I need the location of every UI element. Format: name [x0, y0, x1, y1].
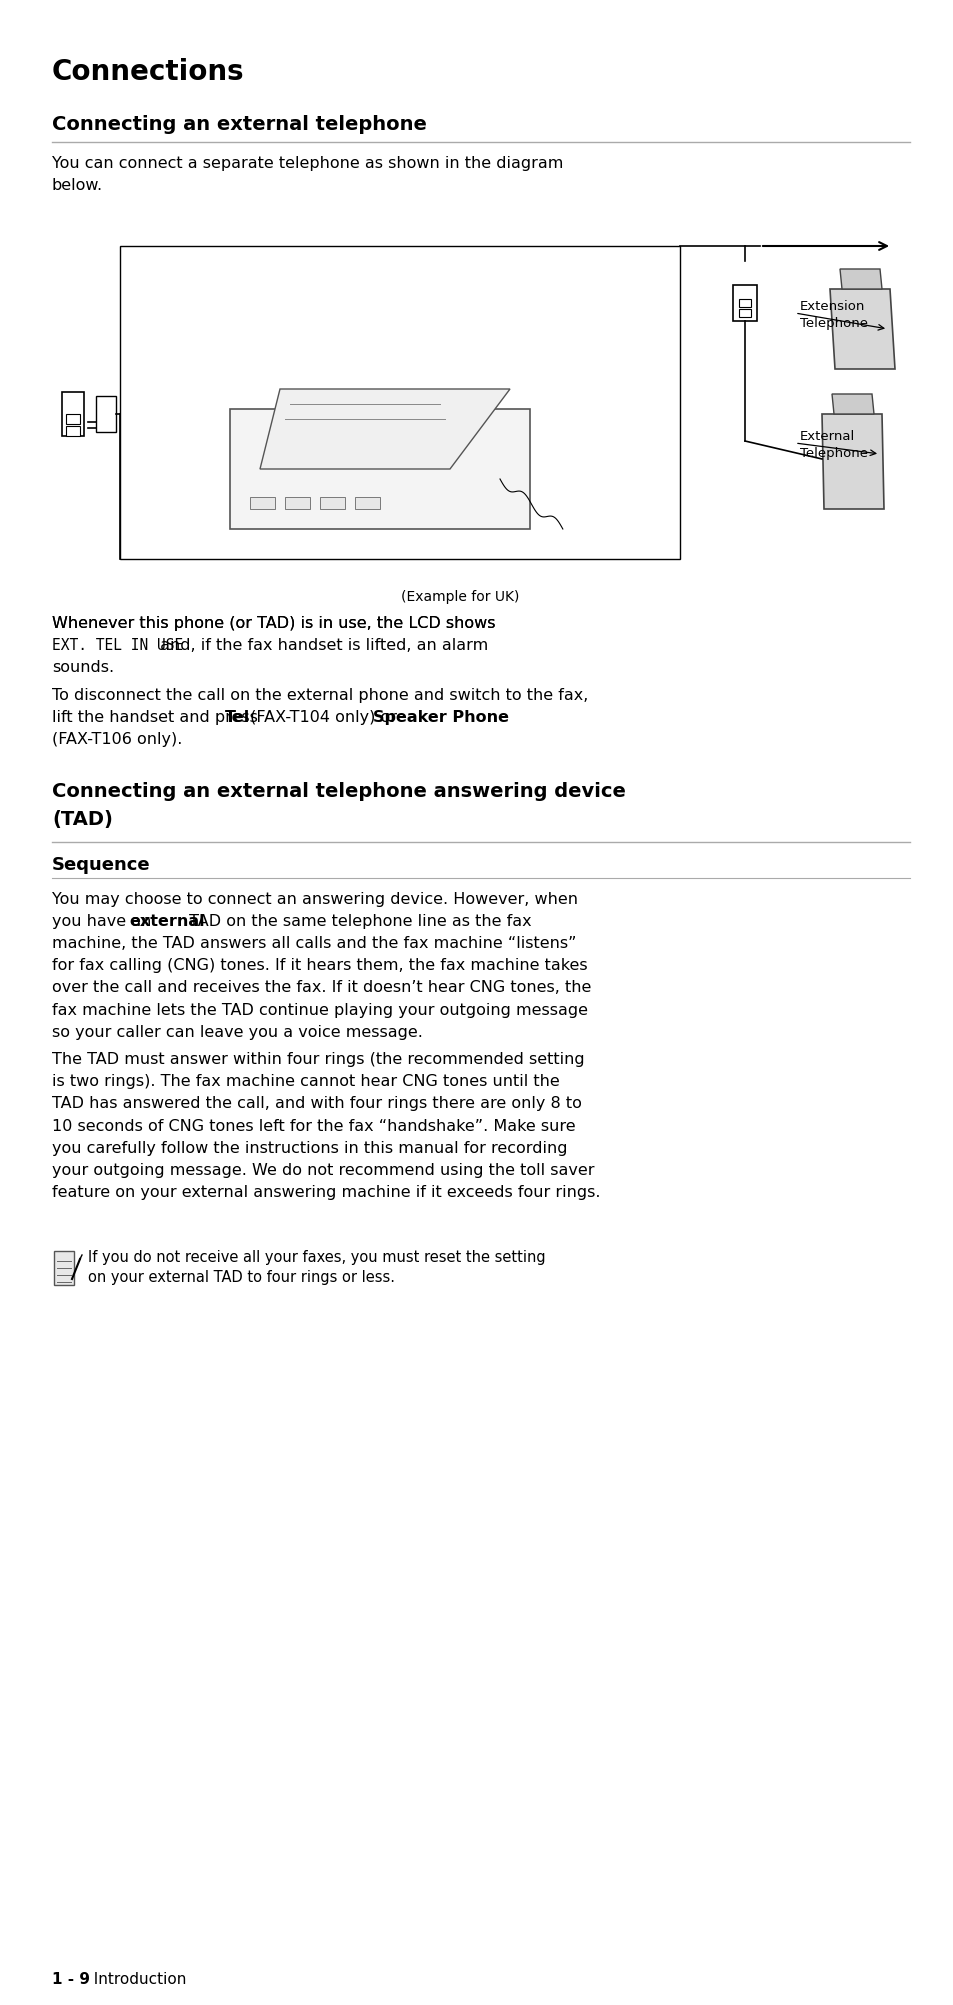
- Text: Speaker Phone: Speaker Phone: [373, 710, 509, 724]
- Text: on your external TAD to four rings or less.: on your external TAD to four rings or le…: [88, 1269, 395, 1285]
- Bar: [355, 497, 379, 509]
- Text: 1 - 9: 1 - 9: [52, 1971, 90, 1987]
- Text: Tel: Tel: [225, 710, 251, 724]
- Text: You can connect a separate telephone as shown in the diagram
below.: You can connect a separate telephone as …: [52, 156, 563, 192]
- Text: To disconnect the call on the external phone and switch to the fax,: To disconnect the call on the external p…: [52, 688, 588, 702]
- Bar: [66, 415, 80, 425]
- Bar: [732, 287, 757, 323]
- Text: If you do not receive all your faxes, you must reset the setting: If you do not receive all your faxes, yo…: [88, 1249, 545, 1265]
- Bar: [739, 311, 750, 319]
- Bar: [250, 497, 274, 509]
- Text: EXT. TEL IN USE: EXT. TEL IN USE: [52, 638, 183, 654]
- Bar: [120, 247, 679, 559]
- Text: (FAX-T104 only) or: (FAX-T104 only) or: [244, 710, 401, 724]
- Text: Whenever this phone (or TAD) is in use, the LCD shows: Whenever this phone (or TAD) is in use, …: [52, 616, 495, 632]
- Bar: [285, 497, 310, 509]
- Polygon shape: [260, 389, 510, 469]
- Text: Whenever this phone (or TAD) is in use, the LCD shows: Whenever this phone (or TAD) is in use, …: [52, 616, 495, 632]
- Text: TAD on the same telephone line as the fax: TAD on the same telephone line as the fa…: [184, 914, 531, 928]
- Text: machine, the TAD answers all calls and the fax machine “listens”
for fax calling: machine, the TAD answers all calls and t…: [52, 936, 591, 1039]
- Text: Connecting an external telephone: Connecting an external telephone: [52, 114, 426, 134]
- Text: Introduction: Introduction: [84, 1971, 186, 1987]
- Text: Connecting an external telephone answering device: Connecting an external telephone answeri…: [52, 782, 625, 800]
- Polygon shape: [831, 395, 873, 415]
- Text: lift the handset and press: lift the handset and press: [52, 710, 263, 724]
- Bar: [96, 397, 116, 433]
- Bar: [739, 301, 750, 309]
- Polygon shape: [821, 415, 883, 509]
- Text: (Example for UK): (Example for UK): [400, 589, 518, 604]
- Polygon shape: [840, 271, 882, 291]
- Text: (TAD): (TAD): [52, 810, 112, 828]
- Text: Connections: Connections: [52, 58, 244, 86]
- Bar: [230, 409, 530, 529]
- Text: you have an: you have an: [52, 914, 156, 928]
- Text: Extension
Telephone: Extension Telephone: [800, 301, 867, 331]
- Text: External
Telephone: External Telephone: [800, 429, 867, 459]
- Bar: [62, 393, 84, 437]
- Text: (FAX-T106 only).: (FAX-T106 only).: [52, 732, 182, 746]
- Bar: [319, 497, 345, 509]
- Text: You may choose to connect an answering device. However, when: You may choose to connect an answering d…: [52, 892, 578, 906]
- Bar: [66, 427, 80, 437]
- Text: and, if the fax handset is lifted, an alarm: and, if the fax handset is lifted, an al…: [155, 638, 488, 654]
- Text: external: external: [129, 914, 205, 928]
- Text: The TAD must answer within four rings (the recommended setting
is two rings). Th: The TAD must answer within four rings (t…: [52, 1051, 599, 1199]
- Text: sounds.: sounds.: [52, 660, 114, 674]
- Polygon shape: [829, 291, 894, 369]
- Bar: [54, 1251, 74, 1285]
- Text: Sequence: Sequence: [52, 856, 151, 874]
